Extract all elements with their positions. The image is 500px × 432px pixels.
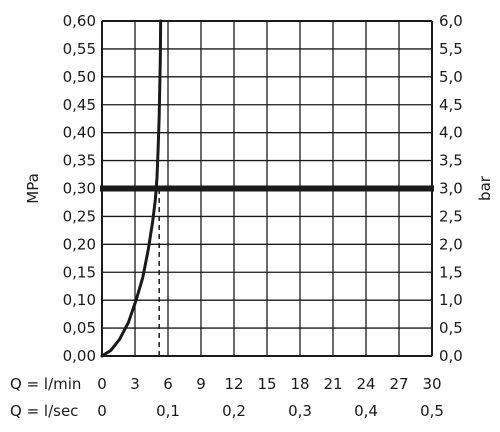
y-right-tick-label: 6,0 [439,12,463,30]
y-right-tick-label: 5,0 [439,68,463,86]
x-row-label: Q = l/min [10,375,81,393]
x-row-label: Q = l/sec [10,402,78,420]
y-left-tick-label: 0,00 [63,347,96,365]
y-left-axis-label: MPa [24,173,42,204]
y-right-tick-label: 4,5 [439,96,463,114]
y-right-tick-label: 0,0 [439,347,463,365]
y-right-tick-label: 2,0 [439,235,463,253]
plot-area [100,19,434,358]
y-right-tick-label: 1,0 [439,291,463,309]
y-left-tick-label: 0,40 [63,124,96,142]
x-tick-label: 27 [389,375,408,393]
x-tick-label: 18 [290,375,309,393]
axis-labels: 0,000,050,100,150,200,250,300,350,400,45… [10,12,494,420]
series-curve [100,19,163,358]
y-right-tick-label: 3,5 [439,152,463,170]
y-right-tick-label: 5,5 [439,40,463,58]
y-right-axis-label: bar [476,175,494,201]
x-tick-label: 6 [163,375,173,393]
y-right-tick-label: 2,5 [439,207,463,225]
x-tick-label: 0,3 [288,402,312,420]
y-left-tick-label: 0,55 [63,40,96,58]
y-left-tick-label: 0,25 [63,207,96,225]
y-left-tick-label: 0,15 [63,263,96,281]
x-tick-label: 0 [97,375,107,393]
x-tick-label: 0,1 [156,402,180,420]
y-right-tick-label: 3,0 [439,180,463,198]
y-left-tick-label: 0,45 [63,96,96,114]
x-tick-label: 0,4 [354,402,378,420]
x-tick-label: 30 [422,375,441,393]
y-left-tick-label: 0,60 [63,12,96,30]
x-tick-label: 9 [196,375,206,393]
y-left-tick-label: 0,50 [63,68,96,86]
x-tick-label: 15 [257,375,276,393]
x-tick-label: 0 [97,402,107,420]
x-tick-label: 12 [224,375,243,393]
x-tick-label: 0,2 [222,402,246,420]
x-tick-label: 0,5 [420,402,444,420]
y-left-tick-label: 0,20 [63,235,96,253]
y-left-tick-label: 0,30 [63,180,96,198]
x-tick-label: 3 [130,375,140,393]
x-tick-label: 21 [323,375,342,393]
y-right-tick-label: 0,5 [439,319,463,337]
y-left-tick-label: 0,05 [63,319,96,337]
x-tick-label: 24 [356,375,375,393]
y-right-tick-label: 1,5 [439,263,463,281]
y-left-tick-label: 0,35 [63,152,96,170]
y-right-tick-label: 4,0 [439,124,463,142]
y-left-tick-label: 0,10 [63,291,96,309]
